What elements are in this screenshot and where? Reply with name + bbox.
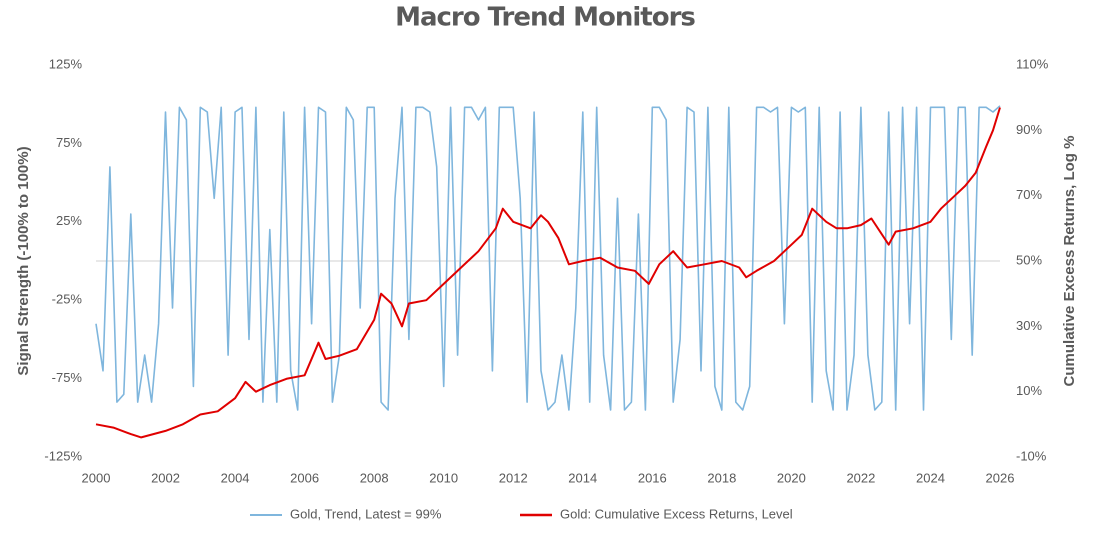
x-tick-label: 2016 <box>638 470 667 485</box>
y-tick-label: 75% <box>56 135 82 150</box>
x-tick-label: 2026 <box>986 470 1015 485</box>
x-tick-label: 2014 <box>568 470 597 485</box>
x-tick-label: 2012 <box>499 470 528 485</box>
y2-axis-label: Cumulative Excess Returns, Log % <box>1061 136 1078 387</box>
x-tick-label: 2022 <box>846 470 875 485</box>
y-tick-label: 25% <box>56 213 82 228</box>
x-tick-label: 2002 <box>151 470 180 485</box>
x-tick-label: 2020 <box>777 470 806 485</box>
y-axis-label: Signal Strength (-100% to 100%) <box>15 146 32 375</box>
series-line <box>95 107 1001 439</box>
chart-title: Macro Trend Monitors <box>395 3 695 33</box>
legend-label: Gold: Cumulative Excess Returns, Level <box>560 506 793 521</box>
y2-tick-label: 90% <box>1016 122 1042 137</box>
y2-tick-label: 50% <box>1016 252 1042 267</box>
x-tick-label: 2008 <box>360 470 389 485</box>
y-tick-label: 125% <box>49 56 83 71</box>
y-tick-label: -125% <box>44 448 82 463</box>
y2-tick-label: 30% <box>1016 318 1042 333</box>
y2-tick-label: 110% <box>1016 56 1049 71</box>
x-tick-label: 2000 <box>82 470 111 485</box>
y-tick-label: -25% <box>52 292 83 307</box>
series-line <box>95 105 1001 411</box>
y2-tick-label: -10% <box>1016 448 1047 463</box>
y2-tick-label: 70% <box>1016 187 1042 202</box>
legend-label: Gold, Trend, Latest = 99% <box>290 506 442 521</box>
x-tick-label: 2004 <box>221 470 250 485</box>
x-tick-label: 2010 <box>429 470 458 485</box>
x-tick-label: 2024 <box>916 470 945 485</box>
x-tick-label: 2006 <box>290 470 319 485</box>
y2-tick-label: 10% <box>1016 383 1042 398</box>
x-tick-label: 2018 <box>707 470 736 485</box>
y-tick-label: -75% <box>52 370 83 385</box>
